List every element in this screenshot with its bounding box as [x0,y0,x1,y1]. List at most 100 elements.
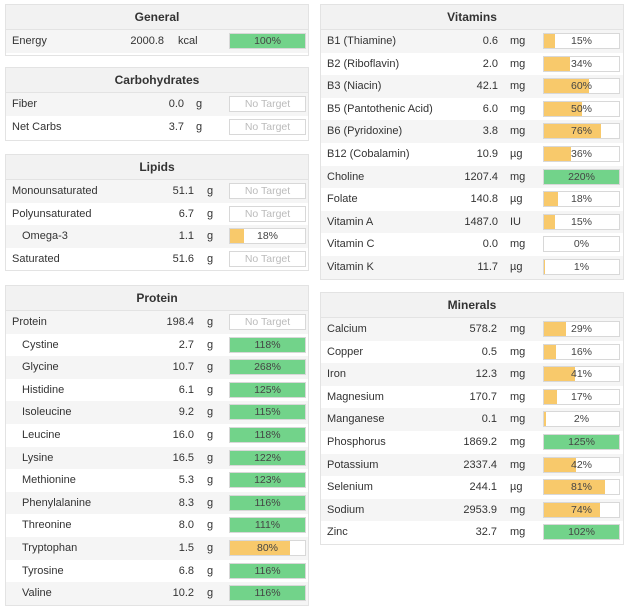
progress-fill [230,586,305,601]
progress-fill [230,427,305,442]
nutrient-amount: 11.7 [477,260,498,273]
nutrient-row[interactable]: Tryptophan 1.5 g 80% [6,536,308,560]
nutrient-amount: 2000.8 [130,35,164,47]
nutrient-row[interactable]: Phosphorus 1869.2 mg 125% [321,431,623,454]
nutrient-row[interactable]: Calcium 578.2 mg 29% [321,318,623,341]
nutrient-row[interactable]: Magnesium 170.7 mg 17% [321,386,623,409]
nutrient-row[interactable]: B12 (Cobalamin) 10.9 µg 36% [321,143,623,166]
nutrient-amount: 42.1 [476,80,498,93]
nutrient-row[interactable]: B1 (Thiamine) 0.6 mg 15% [321,30,623,53]
nutrient-amount: 2.0 [482,57,498,70]
nutrient-amount: 0.0 [482,238,498,251]
target-progress-bar: 0% [543,236,620,253]
nutrient-row[interactable]: Protein 198.4 g No Target [6,311,308,334]
nutrient-row[interactable]: Threonine 8.0 g 111% [6,514,308,537]
nutrient-row[interactable]: Phenylalanine 8.3 g 116% [6,491,308,515]
target-progress-bar: 50% [543,100,620,117]
nutrient-row[interactable]: Lysine 16.5 g 122% [6,446,308,470]
nutrient-row[interactable]: Saturated 51.6 g No Target [6,248,308,270]
no-target-label: No Target [244,252,291,265]
percent-label: 125% [568,435,595,448]
percent-label: 125% [254,383,281,396]
nutrient-row[interactable]: Leucine 16.0 g 118% [6,424,308,447]
nutrient-amount: 10.2 [172,587,194,600]
nutrient-row[interactable]: Potassium 2337.4 mg 42% [321,453,623,477]
nutrient-row[interactable]: Choline 1207.4 mg 220% [321,165,623,189]
nutrient-row[interactable]: Selenium 244.1 µg 81% [321,476,623,499]
target-progress-bar: 15% [543,213,620,230]
nutrient-unit: mg [510,390,526,403]
nutrient-row[interactable]: Copper 0.5 mg 16% [321,341,623,364]
nutrient-name: Vitamin K [327,260,374,273]
no-target-label: No Target [244,207,291,220]
no-target-label: No Target [244,185,291,197]
nutrient-row[interactable]: Vitamin K 11.7 µg 1% [321,255,623,279]
nutrient-row[interactable]: Histidine 6.1 g 125% [6,379,308,402]
nutrient-row[interactable]: Vitamin A 1487.0 IU 15% [321,210,623,234]
percent-label: 50% [570,102,592,115]
nutrient-name: Vitamin A [327,215,374,228]
no-target-label: No Target [244,120,291,133]
nutrient-row[interactable]: B3 (Niacin) 42.1 mg 60% [321,75,623,98]
nutrient-amount: 244.1 [469,481,497,494]
nutrient-name: Threonine [22,519,72,532]
general-panel: General Energy 2000.8 kcal 100% [5,4,309,56]
nutrient-amount: 2953.9 [463,503,497,516]
percent-label: 17% [570,390,592,403]
target-progress-bar: 118% [229,336,306,353]
nutrient-row[interactable]: Sodium 2953.9 mg 74% [321,498,623,522]
nutrient-row[interactable]: Polyunsaturated 6.7 g No Target [6,203,308,226]
vitamins-rows: B1 (Thiamine) 0.6 mg 15% B2 (Riboflavin) 2.0 m… [321,30,623,279]
nutrient-row[interactable]: Monounsaturated 51.1 g No Target [6,180,308,203]
nutrient-row[interactable]: Valine 10.2 g 116% [6,582,308,605]
nutrient-row[interactable]: Net Carbs 3.7 g No Target [6,116,308,139]
nutrient-row[interactable]: Iron 12.3 mg 41% [321,363,623,386]
nutrient-amount: 0.1 [481,413,497,426]
percent-label: 102% [568,526,595,539]
percent-label: 116% [254,564,281,577]
nutrient-amount: 51.1 [172,185,194,197]
nutrient-row[interactable]: Fiber 0.0 g No Target [6,93,308,116]
nutrient-row[interactable]: Manganese 0.1 mg 2% [321,408,623,431]
nutrient-amount: 51.6 [172,252,194,265]
progress-fill [544,146,571,161]
nutrient-row[interactable]: Methionine 5.3 g 123% [6,469,308,492]
nutrient-row[interactable]: Cystine 2.7 g 118% [6,334,308,357]
nutrient-row[interactable]: B6 (Pyridoxine) 3.8 mg 76% [321,120,623,143]
nutrient-name: B6 (Pyridoxine) [327,125,403,138]
nutrient-row[interactable]: Energy 2000.8 kcal 100% [6,30,308,53]
progress-fill [230,229,244,244]
nutrient-unit: g [207,541,214,554]
nutrient-name: Folate [327,193,358,206]
nutrient-amount: 1.5 [178,541,194,554]
nutrient-row[interactable]: Isoleucine 9.2 g 115% [6,401,308,424]
nutrient-row[interactable]: Omega-3 1.1 g 18% [6,225,308,248]
nutrient-row[interactable]: Folate 140.8 µg 18% [321,188,623,211]
nutrient-row[interactable]: B5 (Pantothenic Acid) 6.0 mg 50% [321,98,623,121]
nutrient-row[interactable]: Vitamin C 0.0 mg 0% [321,233,623,256]
nutrient-row[interactable]: Glycine 10.7 g 268% [6,356,308,379]
nutrient-row[interactable]: B2 (Riboflavin) 2.0 mg 34% [321,53,623,76]
target-progress-bar: 34% [543,55,620,72]
nutrient-unit: mg [510,170,526,183]
progress-fill [544,259,545,274]
nutrient-unit: g [207,406,214,419]
protein-panel: Protein Protein 198.4 g No Target Cystine 2.7 g… [5,285,309,606]
nutrient-row[interactable]: Tyrosine 6.8 g 116% [6,560,308,583]
nutrient-name: Leucine [22,428,61,441]
percent-label: 268% [254,361,281,374]
progress-fill [544,34,556,48]
nutrient-row[interactable]: Zinc 32.7 mg 102% [321,521,623,544]
target-progress-bar: 123% [229,472,306,489]
percent-label: 111% [254,519,281,532]
target-progress-bar: 2% [543,411,620,428]
nutrient-unit: g [207,207,214,220]
nutrient-name: Monounsaturated [12,185,98,197]
target-progress-bar: 116% [229,494,306,511]
nutrient-amount: 0.6 [482,35,498,47]
percent-label: 15% [570,35,592,47]
nutrient-unit: g [207,230,214,243]
percent-label: 81% [570,481,592,494]
nutrient-unit: g [207,451,214,464]
progress-fill [544,322,566,336]
